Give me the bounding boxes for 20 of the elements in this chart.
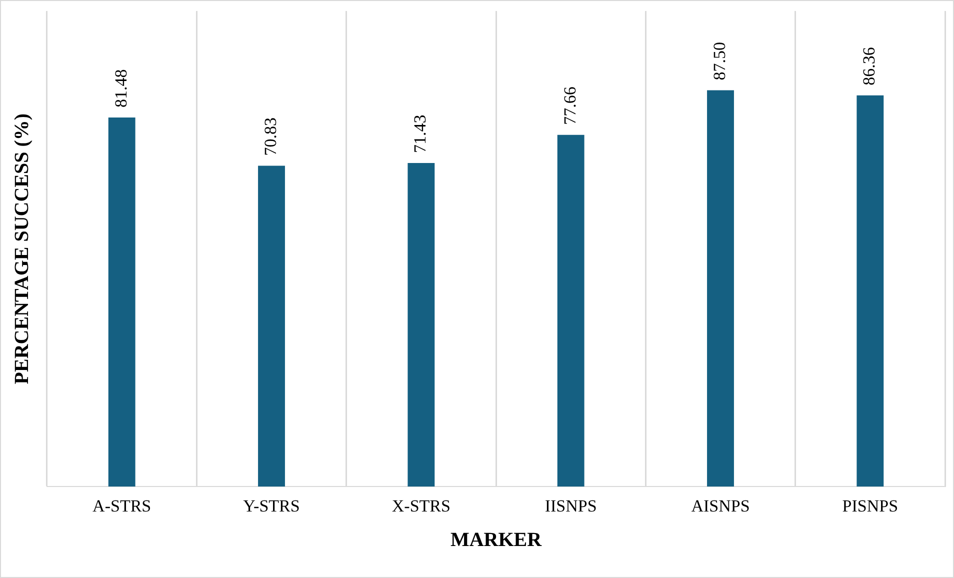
data-label: 70.83 <box>260 118 280 156</box>
x-axis-title: MARKER <box>450 529 542 552</box>
x-tick-label: AISNPS <box>691 496 750 516</box>
x-tick-label: X-STRS <box>392 496 450 516</box>
data-label: 86.36 <box>860 47 879 86</box>
bar <box>108 118 136 487</box>
x-tick-label: Y-STRS <box>243 496 300 516</box>
bar <box>258 166 285 487</box>
bar <box>557 134 584 487</box>
y-axis-title: PERCENTAGE SUCCESS (%) <box>11 113 34 384</box>
x-tick-label: PISNPS <box>842 496 898 516</box>
data-label: 87.50 <box>710 42 729 80</box>
data-label: 77.66 <box>560 86 580 125</box>
bar <box>856 95 884 487</box>
x-tick-label: A-STRS <box>92 496 152 516</box>
bar <box>707 90 734 487</box>
data-label: 71.43 <box>410 114 430 154</box>
bar <box>408 163 435 487</box>
data-label: 81.48 <box>111 69 130 108</box>
x-tick-label: IISNPS <box>544 496 597 516</box>
